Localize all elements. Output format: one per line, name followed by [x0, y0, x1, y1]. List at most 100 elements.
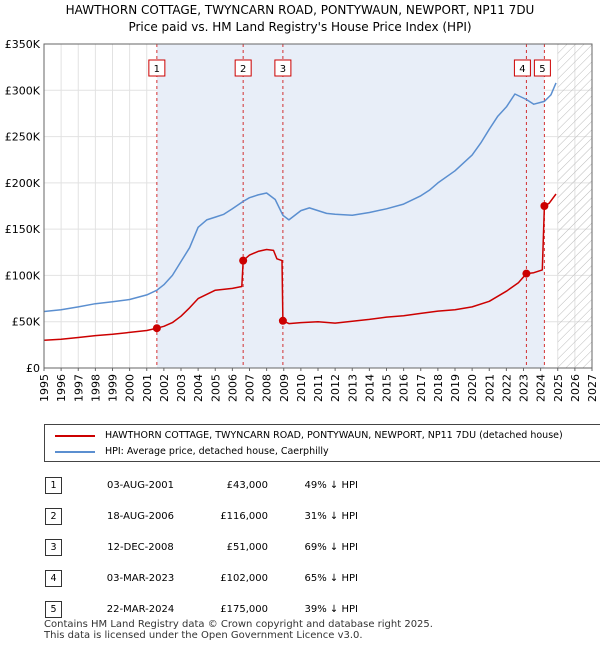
sale-hpi-diff: 39% ↓ HPI: [304, 604, 358, 615]
footer-copyright: Contains HM Land Registry data © Crown c…: [44, 619, 433, 630]
y-tick-label: £100K: [5, 269, 41, 282]
x-tick-label: 2004: [192, 374, 205, 402]
table-row: 4 03-MAR-2023 £102,000 65% ↓ HPI: [40, 563, 358, 594]
x-tick-label: 2022: [500, 374, 513, 402]
legend-label-hpi: HPI: Average price, detached house, Caer…: [105, 446, 329, 457]
sale-badge: 4: [45, 570, 62, 587]
sale-date: 18-AUG-2006: [106, 511, 175, 522]
x-tick-label: 2002: [158, 374, 171, 402]
sale-label-box: [274, 59, 292, 77]
table-row: 2 18-AUG-2006 £116,000 31% ↓ HPI: [40, 501, 358, 532]
sale-price: £116,000: [220, 511, 268, 522]
ownership-band: [156, 44, 244, 368]
sale-date: 12-DEC-2008: [107, 542, 174, 553]
table-row: 3 12-DEC-2008 £51,000 69% ↓ HPI: [40, 532, 358, 563]
x-tick-label: 2018: [432, 374, 445, 402]
y-tick-label: £200K: [5, 177, 41, 190]
x-tick-label: 2011: [312, 374, 325, 402]
sale-date: 22-MAR-2024: [106, 604, 175, 615]
x-tick-label: 1998: [89, 374, 102, 402]
y-tick-label: £50K: [12, 316, 41, 329]
sale-label: 2: [240, 64, 246, 75]
table-row: 1 03-AUG-2001 £43,000 49% ↓ HPI: [40, 470, 358, 501]
sale-point: [278, 316, 287, 325]
sale-price: £51,000: [226, 542, 268, 553]
forecast-hatch: [557, 44, 592, 368]
sale-badge: 2: [45, 508, 62, 525]
x-tick-label: 2025: [552, 374, 565, 402]
legend-item-property: HAWTHORN COTTAGE, TWYNCARN ROAD, PONTYWA…: [55, 428, 563, 444]
chart-subtitle: Price paid vs. HM Land Registry's House …: [128, 20, 472, 34]
hpi-line: [44, 82, 557, 313]
y-tick-label: £250K: [5, 131, 41, 144]
x-tick-label: 2012: [329, 374, 342, 402]
legend-swatch-hpi: [55, 450, 95, 453]
x-tick-label: 2027: [586, 374, 599, 402]
sale-point: [540, 202, 549, 210]
sale-point: [152, 324, 161, 333]
x-tick-label: 2015: [381, 374, 394, 402]
x-tick-label: 2013: [346, 374, 359, 402]
y-tick-label: £350K: [5, 38, 41, 51]
x-tick-label: 2017: [415, 374, 428, 402]
x-tick-label: 2006: [226, 374, 239, 402]
legend-label-property: HAWTHORN COTTAGE, TWYNCARN ROAD, PONTYWA…: [105, 430, 563, 441]
x-tick-label: 2019: [449, 374, 462, 402]
y-tick-label: £0: [26, 362, 40, 375]
ownership-band: [282, 44, 527, 368]
sales-table: 1 03-AUG-2001 £43,000 49% ↓ HPI 2 18-AUG…: [40, 470, 358, 625]
sale-price: £102,000: [220, 573, 268, 584]
footer-licence: This data is licensed under the Open Gov…: [44, 630, 363, 641]
x-tick-label: 2000: [124, 374, 137, 402]
legend-item-hpi: HPI: Average price, detached house, Caer…: [55, 444, 329, 460]
price-chart: £0 £50K £100K £150K £200K £250K £300K £350K 1995…: [5, 38, 599, 402]
sale-label: 4: [519, 64, 525, 75]
x-tick-label: 2005: [209, 374, 222, 402]
y-tick-label: £150K: [5, 223, 41, 236]
sale-badge: 3: [45, 539, 62, 556]
sale-label: 3: [280, 64, 286, 75]
sale-date: 03-AUG-2001: [106, 480, 175, 491]
x-tick-label: 2026: [569, 374, 582, 402]
sale-point: [239, 256, 248, 265]
x-tick-label: 2023: [518, 374, 531, 402]
y-tick-label: £300K: [5, 84, 41, 97]
sale-badge: 5: [45, 601, 62, 618]
sale-label-box: [148, 59, 166, 77]
sale-label: 1: [154, 64, 160, 75]
legend-swatch-property: [55, 434, 95, 437]
sale-hpi-diff: 69% ↓ HPI: [304, 542, 358, 553]
sale-date: 03-MAR-2023: [106, 573, 175, 584]
x-tick-label: 2021: [483, 374, 496, 402]
x-tick-label: 1996: [55, 374, 68, 402]
sale-label-box: [513, 59, 531, 77]
x-tick-label: 1995: [38, 374, 51, 402]
x-tick-label: 1997: [72, 374, 85, 402]
x-tick-label: 2001: [141, 374, 154, 402]
sale-hpi-diff: 65% ↓ HPI: [304, 573, 358, 584]
x-tick-label: 2003: [175, 374, 188, 402]
x-tick-label: 2020: [466, 374, 479, 402]
sale-price: £175,000: [220, 604, 268, 615]
chart-title: HAWTHORN COTTAGE, TWYNCARN ROAD, PONTYWA…: [65, 3, 535, 17]
sale-label-box: [234, 59, 252, 77]
ownership-band: [526, 44, 545, 368]
sale-label: 5: [539, 64, 545, 75]
x-tick-label: 2024: [535, 374, 548, 402]
legend: HAWTHORN COTTAGE, TWYNCARN ROAD, PONTYWA…: [44, 424, 600, 462]
table-row: 5 22-MAR-2024 £175,000 39% ↓ HPI: [40, 594, 358, 625]
x-tick-label: 2008: [261, 374, 274, 402]
sale-hpi-diff: 31% ↓ HPI: [304, 511, 358, 522]
sale-label-box: [533, 59, 551, 77]
ownership-band: [243, 44, 283, 368]
x-tick-label: 2010: [295, 374, 308, 402]
x-tick-label: 1999: [107, 374, 120, 402]
x-tick-label: 2007: [244, 374, 257, 402]
sale-price: £43,000: [226, 480, 268, 491]
x-tick-label: 2014: [363, 374, 376, 402]
x-tick-label: 2009: [278, 374, 291, 402]
sale-hpi-diff: 49% ↓ HPI: [304, 480, 358, 491]
sale-badge: 1: [45, 477, 62, 494]
x-tick-label: 2016: [398, 374, 411, 402]
sale-point: [522, 269, 531, 278]
